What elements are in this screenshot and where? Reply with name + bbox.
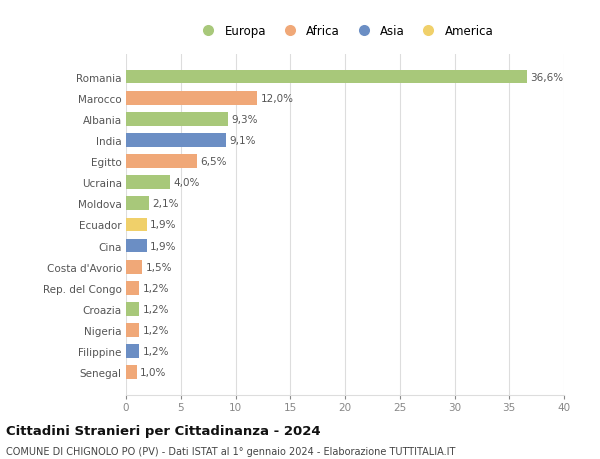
Text: 1,0%: 1,0% xyxy=(140,368,167,377)
Bar xyxy=(126,324,139,337)
Bar xyxy=(126,71,527,84)
Text: 1,2%: 1,2% xyxy=(142,325,169,335)
Bar xyxy=(126,176,170,190)
Text: 36,6%: 36,6% xyxy=(530,73,563,82)
Text: 1,5%: 1,5% xyxy=(146,262,172,272)
Text: 1,9%: 1,9% xyxy=(150,220,176,230)
Bar xyxy=(126,92,257,105)
Bar xyxy=(126,345,139,358)
Text: 9,1%: 9,1% xyxy=(229,135,256,146)
Text: COMUNE DI CHIGNOLO PO (PV) - Dati ISTAT al 1° gennaio 2024 - Elaborazione TUTTIT: COMUNE DI CHIGNOLO PO (PV) - Dati ISTAT … xyxy=(6,446,455,456)
Text: 6,5%: 6,5% xyxy=(200,157,227,167)
Bar xyxy=(126,134,226,147)
Text: 1,2%: 1,2% xyxy=(142,347,169,356)
Text: 1,9%: 1,9% xyxy=(150,241,176,251)
Bar xyxy=(126,239,147,253)
Bar xyxy=(126,197,149,211)
Text: 12,0%: 12,0% xyxy=(260,94,293,103)
Bar xyxy=(126,218,147,232)
Text: 9,3%: 9,3% xyxy=(231,115,257,124)
Text: Cittadini Stranieri per Cittadinanza - 2024: Cittadini Stranieri per Cittadinanza - 2… xyxy=(6,425,320,437)
Text: 1,2%: 1,2% xyxy=(142,283,169,293)
Bar xyxy=(126,281,139,295)
Bar xyxy=(126,112,228,126)
Text: 2,1%: 2,1% xyxy=(152,199,179,209)
Text: 4,0%: 4,0% xyxy=(173,178,199,188)
Bar xyxy=(126,155,197,168)
Bar xyxy=(126,260,142,274)
Legend: Europa, Africa, Asia, America: Europa, Africa, Asia, America xyxy=(191,20,499,43)
Bar xyxy=(126,366,137,379)
Text: 1,2%: 1,2% xyxy=(142,304,169,314)
Bar xyxy=(126,302,139,316)
